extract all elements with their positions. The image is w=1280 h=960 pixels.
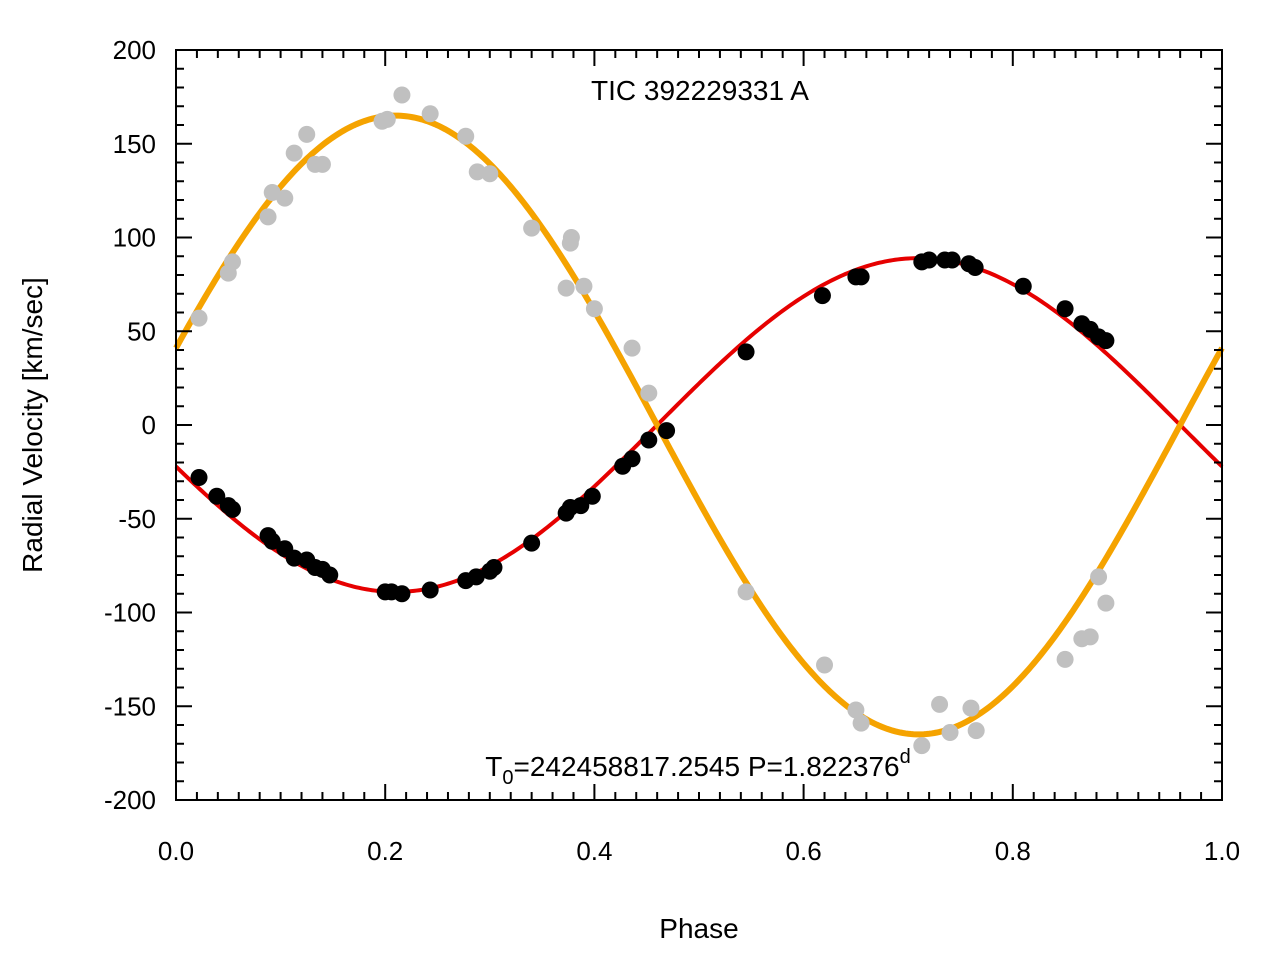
y-tick-label: -150: [104, 691, 156, 721]
primary-rv-point: [920, 251, 938, 269]
secondary-rv-point: [575, 277, 593, 295]
secondary-rv-point: [816, 656, 834, 674]
secondary-rv-point: [847, 701, 865, 719]
tick-labels: 0.0 0.2 0.4 0.6 0.8 1.0 200 150 100 50 0 -50 -100 -15…: [104, 35, 1240, 866]
secondary-rv-point: [223, 253, 241, 271]
secondary-rv-point: [276, 189, 294, 207]
primary-rv-point: [467, 568, 485, 586]
x-tick-label: 0.6: [786, 836, 822, 866]
y-tick-label: -200: [104, 785, 156, 815]
ephemeris-text: =242458817.2545 P=1.822376: [513, 751, 899, 782]
primary-rv-point: [966, 259, 984, 276]
secondary-rv-point: [737, 583, 755, 601]
y-axis-title: Radial Velocity [km/sec]: [17, 277, 48, 573]
secondary-rv-point: [259, 208, 277, 226]
secondary-rv-point: [468, 163, 486, 181]
x-tick-label: 0.8: [995, 836, 1031, 866]
chart-title: TIC 392229331 A: [591, 75, 809, 106]
secondary-rv-point: [623, 339, 641, 357]
t0-subscript: 0: [502, 767, 513, 789]
primary-rv-point: [572, 497, 590, 515]
secondary-fit-curve: [173, 112, 1225, 738]
secondary-rv-point: [1081, 628, 1099, 646]
secondary-rv-point: [852, 714, 870, 732]
x-tick-label: 0.4: [576, 836, 612, 866]
primary-rv-point: [263, 532, 281, 550]
primary-rv-point: [523, 534, 541, 552]
primary-rv-point: [485, 559, 503, 576]
primary-rv-point: [1097, 332, 1115, 350]
y-tick-label: 150: [113, 129, 156, 159]
secondary-rv-point: [1056, 650, 1074, 668]
fit-curves: [173, 112, 1225, 738]
secondary-rv-point: [313, 155, 331, 173]
primary-rv-point: [1056, 300, 1074, 318]
secondary-rv-point: [1097, 594, 1115, 612]
secondary-rv-point: [941, 724, 959, 741]
y-tick-label: 50: [127, 316, 156, 346]
secondary-rv-point: [457, 127, 475, 145]
secondary-rv-point: [557, 279, 575, 297]
primary-rv-point: [208, 487, 226, 505]
primary-rv-point: [393, 585, 411, 603]
x-tick-label: 1.0: [1204, 836, 1240, 866]
secondary-rv-point: [585, 300, 603, 318]
secondary-rv-point: [393, 86, 411, 104]
primary-rv-point: [223, 500, 241, 518]
secondary-rv-point: [640, 384, 658, 402]
days-superscript: d: [900, 746, 911, 768]
axis-ticks: [175, 49, 1223, 801]
ephemeris-annotation: T0=242458817.2545 P=1.822376d: [485, 746, 911, 789]
secondary-rv-point: [378, 110, 396, 128]
data-points: [190, 86, 1115, 755]
primary-rv-point: [640, 431, 658, 449]
primary-rv-point: [321, 566, 339, 584]
secondary-rv-point: [962, 699, 980, 717]
primary-rv-point: [190, 469, 208, 486]
primary-rv-point: [737, 343, 755, 361]
secondary-rv-point: [481, 165, 499, 183]
primary-rv-point: [813, 287, 831, 305]
primary-rv-point: [623, 450, 641, 468]
secondary-rv-point: [190, 309, 208, 327]
secondary-rv-point: [285, 144, 303, 162]
secondary-rv-point: [298, 125, 316, 143]
secondary-rv-point: [523, 219, 541, 237]
primary-fit-curve: [174, 256, 1224, 594]
primary-rv-point: [852, 268, 870, 286]
secondary-rv-point: [967, 722, 985, 740]
secondary-rv-point: [1090, 568, 1108, 586]
secondary-rv-point: [913, 737, 931, 755]
secondary-rv-point: [421, 105, 439, 123]
primary-rv-point: [285, 549, 303, 567]
t0-symbol: T: [485, 751, 502, 782]
x-tick-label: 0.2: [367, 836, 403, 866]
y-tick-label: -100: [104, 598, 156, 628]
y-tick-label: 100: [113, 223, 156, 253]
primary-rv-point: [583, 487, 601, 505]
primary-rv-point: [1014, 277, 1032, 295]
x-tick-label: 0.0: [158, 836, 194, 866]
primary-rv-point: [421, 581, 439, 599]
y-tick-label: -50: [118, 504, 156, 534]
primary-rv-point: [658, 422, 676, 440]
x-axis-title: Phase: [659, 913, 738, 944]
plot-frame: [175, 49, 1223, 801]
y-tick-label: 0: [142, 410, 156, 440]
secondary-rv-point: [931, 695, 949, 713]
primary-rv-point: [943, 251, 961, 269]
y-tick-label: 200: [113, 35, 156, 65]
secondary-rv-point: [562, 229, 580, 246]
